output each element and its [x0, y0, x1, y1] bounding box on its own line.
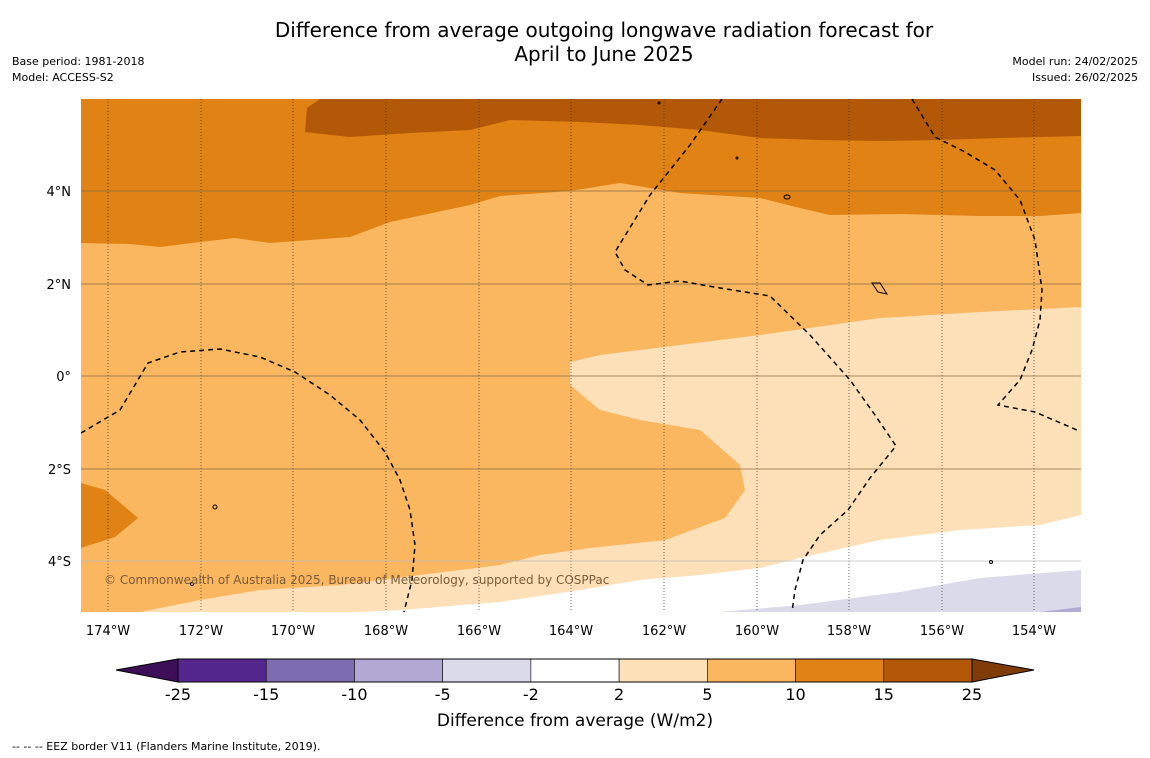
lon-label: 168°W [364, 624, 408, 639]
lon-label: 156°W [920, 624, 964, 639]
colorbar-segment [883, 658, 973, 683]
colorbar-tick-label: -2 [523, 685, 539, 704]
colorbar-segment [618, 658, 708, 683]
colorbar-segment [442, 658, 532, 683]
copyright-notice: © Commonwealth of Australia 2025, Bureau… [104, 573, 609, 587]
lon-label: 166°W [457, 624, 501, 639]
lon-label: 164°W [549, 624, 593, 639]
colorbar-tick-label: 2 [614, 685, 624, 704]
latitude-labels: 4°N 2°N 0° 2°S 4°S [47, 185, 72, 570]
lon-label: 170°W [271, 624, 315, 639]
eez-borders [81, 99, 1078, 612]
model-name: Model: ACCESS-S2 [12, 71, 114, 84]
colorbar-segments [177, 658, 973, 683]
islands [190, 101, 993, 586]
lon-label: 174°W [86, 624, 130, 639]
lat-label: 4°N [47, 185, 72, 200]
colorbar-tick-label: 25 [962, 685, 982, 704]
issued-date: Issued: 26/02/2025 [1031, 71, 1138, 84]
map-title: Difference from average outgoing longwav… [200, 18, 1008, 66]
meta-left: Base period: 1981-2018 Model: ACCESS-S2 [12, 54, 144, 86]
band-minus-5 [720, 570, 1081, 612]
title-line-1: Difference from average outgoing longwav… [274, 18, 934, 42]
colorbar-extend-high [971, 658, 1035, 683]
lon-label: 162°W [642, 624, 686, 639]
map-panel: © Commonwealth of Australia 2025, Bureau… [81, 99, 1081, 612]
lat-label: 2°N [47, 278, 72, 293]
eez-footnote: -- -- -- EEZ border V11 (Flanders Marine… [12, 740, 321, 753]
colorbar-outline [177, 658, 973, 683]
colorbar-segment [707, 658, 796, 683]
band-15-25 [305, 99, 1081, 141]
band-minus-10 [1040, 607, 1081, 612]
band-10-15-west [81, 483, 138, 548]
meta-right: Model run: 24/02/2025 Issued: 26/02/2025 [1012, 54, 1138, 86]
colorbar-segment [795, 658, 885, 683]
colorbar-tick-label: 5 [702, 685, 712, 704]
lat-label: 4°S [48, 555, 71, 570]
colorbar-tick-label: -15 [253, 685, 279, 704]
colorbar-tick-label: -25 [165, 685, 191, 704]
colorbar-tick-label: -10 [341, 685, 367, 704]
colorbar-tick-label: 10 [785, 685, 805, 704]
colorbar-segment [177, 658, 267, 683]
model-run: Model run: 24/02/2025 [1012, 55, 1138, 68]
graticule-parallels [81, 190, 1081, 562]
lon-label: 158°W [827, 624, 871, 639]
lat-label: 0° [56, 370, 71, 385]
lon-label: 160°W [735, 624, 779, 639]
colorbar-tick-label: 15 [874, 685, 894, 704]
longitude-labels: 174°W 172°W 170°W 168°W 166°W 164°W 162°… [86, 624, 1056, 639]
lon-label: 172°W [179, 624, 223, 639]
colorbar-tick-label: -5 [435, 685, 451, 704]
colorbar-extend-low [115, 658, 179, 683]
colorbar-ticks: -25 -15 -10 -5 -2 2 5 10 15 25 [165, 685, 982, 704]
colorbar-label: Difference from average (W/m2) [437, 711, 713, 731]
base-period: Base period: 1981-2018 [12, 55, 145, 68]
colorbar-segment [265, 658, 355, 683]
title-line-2: April to June 2025 [514, 42, 694, 66]
lat-label: 2°S [48, 463, 71, 478]
lon-label: 154°W [1012, 624, 1056, 639]
colorbar: -25 -15 -10 -5 -2 2 5 10 15 25 Difference from av… [115, 658, 1035, 731]
colorbar-segment [354, 658, 443, 683]
colorbar-segment [530, 658, 620, 683]
